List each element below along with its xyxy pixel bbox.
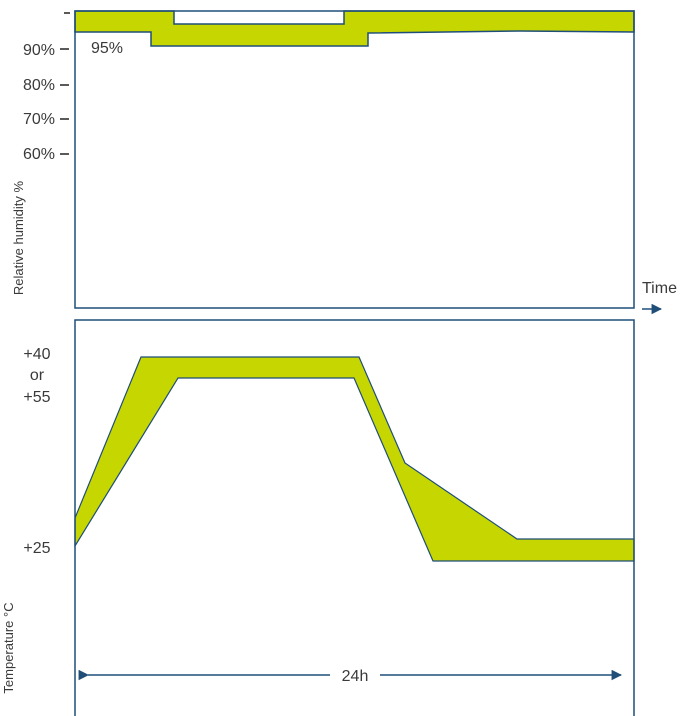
- humidity-frame: [74, 10, 635, 309]
- duration-label: 24h: [342, 668, 369, 685]
- humidity-band-label: 95%: [91, 40, 123, 57]
- lower-temp-label: +25: [23, 540, 50, 557]
- time-label: Time: [642, 280, 677, 297]
- humidity-axis-title: Relative humidity %: [11, 180, 26, 295]
- upper-temp-label-3: +55: [23, 389, 50, 406]
- temperature-panel: +40 or +55 +25 Temperature °C 24h: [1, 319, 635, 716]
- tick-label-80: 80%: [23, 77, 55, 94]
- upper-temp-label-2: or: [30, 367, 45, 384]
- temperature-tolerance-band: [74, 356, 635, 562]
- temperature-axis-title: Temperature °C: [1, 602, 16, 693]
- tick-label-70: 70%: [23, 111, 55, 128]
- tick-label-90: 90%: [23, 42, 55, 59]
- tick-label-60: 60%: [23, 146, 55, 163]
- temperature-frame: [74, 319, 635, 716]
- upper-temp-label-1: +40: [23, 346, 50, 363]
- humidity-tolerance-band: [74, 10, 635, 47]
- humidity-panel: 90% 80% 70% 60% 95% Relative humidity % …: [11, 10, 677, 315]
